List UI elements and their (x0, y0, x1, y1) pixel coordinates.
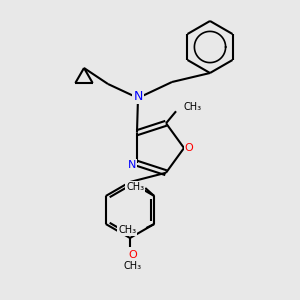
Text: O: O (128, 182, 136, 192)
Text: O: O (129, 250, 137, 260)
Text: N: N (128, 160, 136, 170)
Text: CH₃: CH₃ (126, 182, 144, 192)
Text: N: N (133, 89, 143, 103)
Text: CH₃: CH₃ (124, 261, 142, 271)
Text: CH₃: CH₃ (118, 225, 136, 235)
Text: O: O (184, 143, 194, 153)
Text: CH₃: CH₃ (183, 102, 201, 112)
